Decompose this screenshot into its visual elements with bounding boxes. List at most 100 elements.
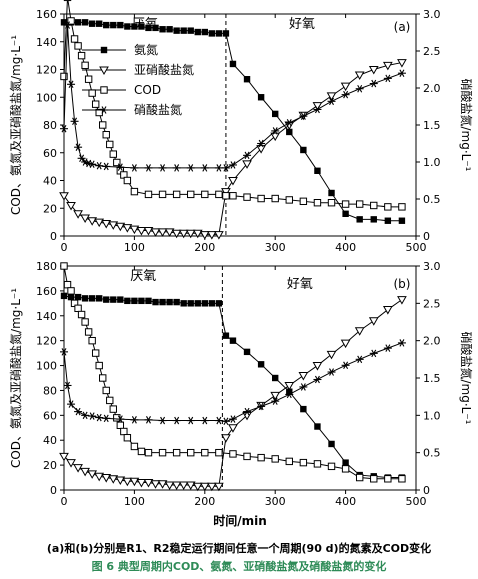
y-tick-label: 100 [36,360,57,373]
data-point [66,459,76,468]
data-point [164,228,175,237]
data-point [116,421,125,429]
legend-marker [100,86,108,94]
data-point [194,300,201,307]
y2-axis-label: 硝酸盐氮/mg·L⁻¹ [459,79,474,172]
y2-tick-label: 2.5 [423,45,441,58]
data-point [284,381,295,391]
data-point [70,35,79,43]
data-point [228,415,237,423]
data-point [130,416,139,424]
data-point [186,416,195,425]
data-point [172,448,181,457]
data-point [145,297,152,305]
legend-marker [100,106,108,114]
data-point [88,89,96,97]
data-point [286,388,293,395]
data-point [158,416,167,425]
phase-label-anaerobic: 厌氧 [130,269,156,284]
data-point [214,482,224,492]
data-point [116,415,125,423]
data-point [131,297,138,305]
data-point [243,407,252,416]
y-tick-label: 120 [36,64,57,77]
x-tick-label: 500 [406,241,427,254]
data-point [80,467,90,477]
series-line [64,21,402,222]
series-line [63,0,402,208]
data-point [243,76,251,83]
data-point [326,350,337,360]
data-point [187,300,194,307]
data-point [84,75,93,83]
data-point [243,193,251,201]
data-point [74,19,82,26]
data-point [270,391,281,401]
legend-label: COD [134,83,161,97]
data-point [186,164,195,172]
data-point [144,190,153,199]
data-point [369,79,378,88]
y-tick-label: 140 [36,36,57,49]
data-point [397,69,406,77]
data-point [152,24,159,32]
data-point [187,448,195,457]
data-point [81,61,89,70]
data-point [158,448,167,457]
legend-label: 氨氮 [134,42,158,57]
y-tick-label: 120 [36,335,57,348]
data-point [356,216,363,223]
data-point [299,197,308,206]
data-point [355,84,364,93]
data-point [355,473,364,482]
data-point [208,300,216,307]
y-tick-label: 160 [36,285,57,298]
data-point [115,476,126,486]
phase-label-aerobic: 好氧 [287,277,313,292]
data-point [106,140,114,149]
data-point [215,448,223,457]
data-point [108,475,119,484]
data-point [270,132,281,142]
y-tick-label: 60 [43,147,57,160]
data-point [192,482,203,492]
series-line [63,25,403,169]
data-point [115,222,126,232]
data-point [80,214,90,223]
x-tick-label: 200 [194,495,215,508]
data-point [130,442,139,451]
data-point [166,26,173,33]
data-point [328,440,335,448]
data-point [314,167,321,174]
data-point [340,339,351,349]
data-point [122,224,133,233]
data-point [103,21,110,29]
data-point [96,295,103,302]
data-point [101,474,112,483]
y-tick-label: 40 [43,175,57,188]
data-point [143,226,154,236]
data-point [102,414,111,423]
data-point [300,146,307,154]
data-point [143,479,154,488]
data-point [77,154,86,163]
data-point [199,231,210,240]
data-point [130,164,139,172]
data-point [171,481,182,491]
data-point [257,194,265,203]
data-point [88,412,97,420]
y2-tick-label: 3.0 [423,8,441,21]
data-point [164,481,175,491]
data-point [60,262,68,270]
x-tick-label: 300 [265,241,286,254]
data-point [397,59,407,68]
data-point [60,19,68,26]
data-point [81,295,89,302]
data-point [159,26,166,33]
data-point [157,228,168,237]
data-point [384,475,392,483]
y2-tick-label: 1.5 [423,372,441,385]
data-point [185,481,196,491]
y2-axis-label: 硝酸盐氮/mg·L⁻¹ [459,332,474,425]
data-point [199,482,210,492]
